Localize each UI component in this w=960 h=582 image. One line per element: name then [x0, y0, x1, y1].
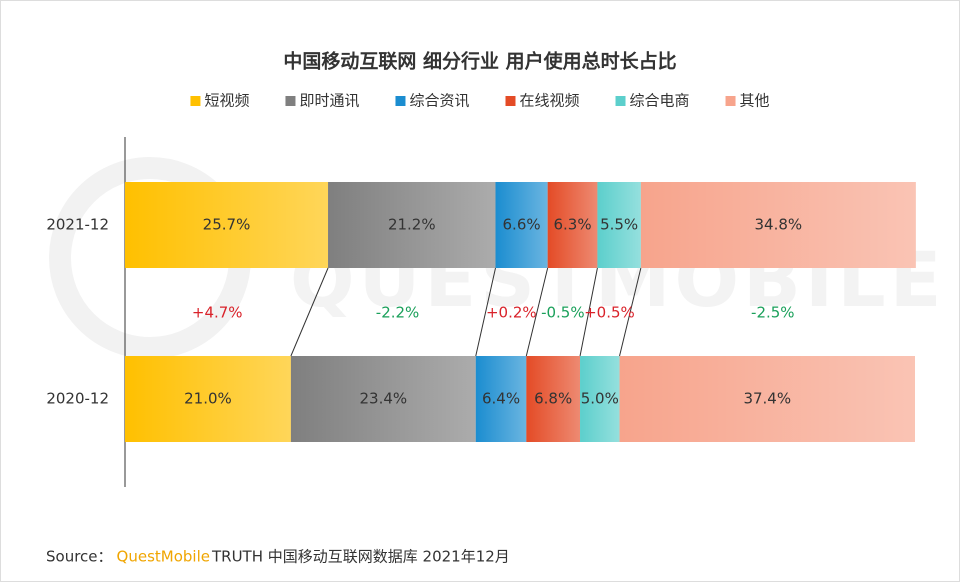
change-label: -0.5% [541, 304, 585, 322]
connector [290, 267, 329, 357]
value-label: 6.4% [482, 390, 520, 408]
connector [579, 267, 598, 357]
value-label: 5.0% [581, 390, 619, 408]
bar-shine [580, 356, 620, 442]
legend-item: 综合资讯 [395, 92, 470, 110]
legend-item: 在线视频 [505, 92, 580, 110]
value-label: 37.4% [743, 390, 791, 408]
legend-label: 在线视频 [520, 92, 580, 110]
value-label: 6.6% [503, 216, 541, 234]
chart-title: 中国移动互联网 细分行业 用户使用总时长占比 [283, 50, 676, 73]
legend-item: 其他 [725, 92, 770, 110]
bar-shine [640, 182, 916, 268]
change-label: -2.2% [376, 304, 420, 322]
legend: 短视频 即时通讯 综合资讯 在线视频 综合电商 其他 [190, 92, 770, 110]
legend-swatch [285, 96, 296, 106]
connector [475, 267, 496, 357]
bar-shine [547, 182, 598, 268]
value-label: 6.8% [534, 390, 572, 408]
bar-shine [125, 356, 291, 442]
value-label: 25.7% [203, 216, 251, 234]
bar-shine [495, 182, 548, 268]
footer-source: Source： [46, 548, 113, 566]
value-label: 21.0% [184, 390, 232, 408]
value-label: 6.3% [553, 216, 591, 234]
legend-label: 综合资讯 [409, 92, 469, 110]
legend-swatch [190, 96, 201, 106]
bar-shine [328, 182, 496, 268]
footer-brand: QuestMobile [117, 548, 210, 566]
bar-shine [619, 356, 915, 442]
legend-swatch [725, 96, 736, 106]
legend-swatch [615, 96, 626, 106]
value-label: 23.4% [360, 390, 408, 408]
bar-shine [475, 356, 527, 442]
value-label: 34.8% [755, 216, 803, 234]
legend-swatch [395, 96, 406, 106]
value-label: 21.2% [388, 216, 436, 234]
y-tick-label: 2021-12 [46, 216, 109, 234]
bar-shine [597, 182, 641, 268]
change-label: +0.2% [486, 304, 537, 322]
legend-label: 短视频 [204, 92, 249, 110]
connector [525, 267, 549, 357]
legend-label: 即时通讯 [299, 92, 359, 110]
connector [619, 267, 642, 357]
y-tick-label: 2020-12 [46, 390, 109, 408]
bar-shine [290, 356, 476, 442]
change-label: +0.5% [584, 304, 635, 322]
footer-text: TRUTH 中国移动互联网数据库 2021年12月 [211, 548, 510, 566]
bar-shine [526, 356, 581, 442]
legend-label: 其他 [740, 92, 770, 110]
legend-item: 即时通讯 [285, 92, 359, 110]
legend-item: 短视频 [190, 92, 249, 110]
legend-item: 综合电商 [615, 92, 690, 110]
value-label: 5.5% [600, 216, 638, 234]
change-label: -2.5% [751, 304, 795, 322]
change-label: +4.7% [192, 304, 243, 322]
legend-swatch [505, 96, 516, 106]
legend-label: 综合电商 [630, 92, 690, 110]
bar-shine [125, 182, 329, 268]
